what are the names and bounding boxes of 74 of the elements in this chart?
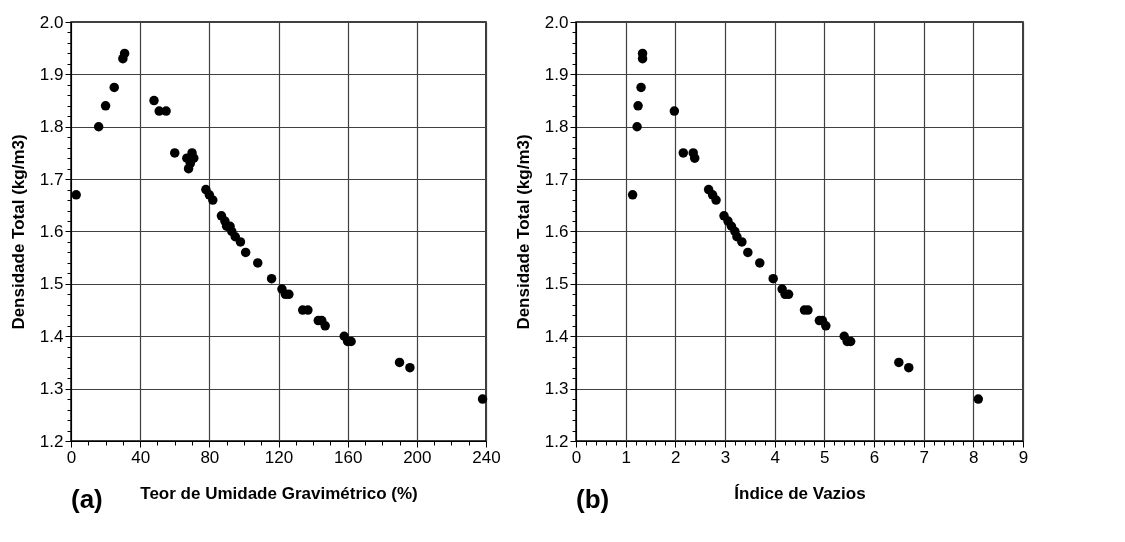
point (743, 247, 753, 258)
y-tick-label: 1.3 (544, 379, 569, 399)
y-tick-label: 1.4 (39, 326, 64, 346)
y-axis-title: Densidade Total (kg/m3) (8, 134, 28, 330)
x-tick-label: 240 (472, 447, 501, 467)
y-tick-label: 1.4 (544, 326, 569, 346)
x-tick-label: 1 (621, 447, 631, 467)
y-tick-label: 1.8 (39, 117, 64, 137)
point (405, 362, 415, 373)
y-tick-label: 2.0 (544, 12, 569, 32)
point (973, 394, 984, 404)
point (689, 153, 700, 163)
point (755, 258, 765, 268)
y-tick-label: 1.5 (544, 274, 569, 294)
point (266, 273, 277, 284)
point (235, 237, 246, 247)
x-tick-label: 0 (66, 447, 77, 467)
text: (a) (71, 484, 103, 514)
point (208, 195, 218, 205)
point (627, 190, 638, 200)
y-tick-label: 1.9 (544, 64, 569, 84)
x-tick-label: 6 (869, 447, 880, 467)
point (632, 122, 642, 132)
point (678, 148, 689, 158)
y-axis-title: Densidade Total (kg/m3) (513, 134, 533, 330)
y-tick-label: 1.7 (39, 169, 64, 189)
x-tick-label: 0 (571, 447, 582, 467)
point (669, 106, 680, 116)
point (161, 106, 171, 116)
point (394, 357, 405, 368)
point (253, 258, 263, 268)
y-tick-label: 1.3 (39, 379, 64, 399)
y-tick-label: 1.6 (544, 222, 569, 241)
x-tick-label: 8 (969, 447, 979, 467)
x-tick-label: 120 (264, 447, 294, 467)
point (119, 48, 130, 59)
point (821, 321, 831, 331)
point (320, 321, 330, 331)
point (737, 237, 747, 247)
y-tick-label: 1.8 (544, 117, 569, 137)
x-tick-label: 3 (720, 447, 731, 467)
y-tick-label: 1.7 (544, 169, 569, 189)
x-axis-title: Índice de Vazios (734, 483, 866, 503)
point (93, 122, 104, 132)
point (100, 101, 111, 111)
point (170, 148, 180, 158)
point (904, 362, 914, 373)
point (71, 190, 81, 200)
x-tick-label: 5 (820, 447, 830, 467)
point (109, 82, 119, 93)
x-tick-label: 200 (403, 447, 432, 467)
x-tick-label: 9 (1018, 447, 1029, 467)
x-tick-label: 7 (919, 447, 929, 467)
x-tick-label: 160 (333, 447, 363, 467)
y-tick-label: 1.2 (544, 431, 569, 451)
x-tick-label: 2 (671, 447, 681, 467)
y-tick-label: 1.9 (39, 64, 64, 84)
y-tick-label: 1.2 (39, 431, 64, 451)
x-tick-label: 80 (200, 447, 220, 467)
point (894, 357, 904, 368)
point (149, 95, 159, 106)
point (240, 247, 251, 258)
text: (b) (576, 484, 610, 514)
point (711, 195, 721, 205)
y-tick-label: 1.6 (39, 222, 64, 241)
point (633, 101, 643, 111)
y-tick-label: 1.5 (39, 274, 64, 294)
x-axis-title: Teor de Umidade Gravimétrico (%) (140, 483, 418, 503)
point (768, 273, 778, 284)
x-tick-label: 4 (770, 447, 780, 467)
point (636, 82, 646, 93)
y-tick-label: 2.0 (39, 12, 64, 32)
x-tick-label: 40 (131, 447, 151, 467)
point (477, 394, 488, 404)
